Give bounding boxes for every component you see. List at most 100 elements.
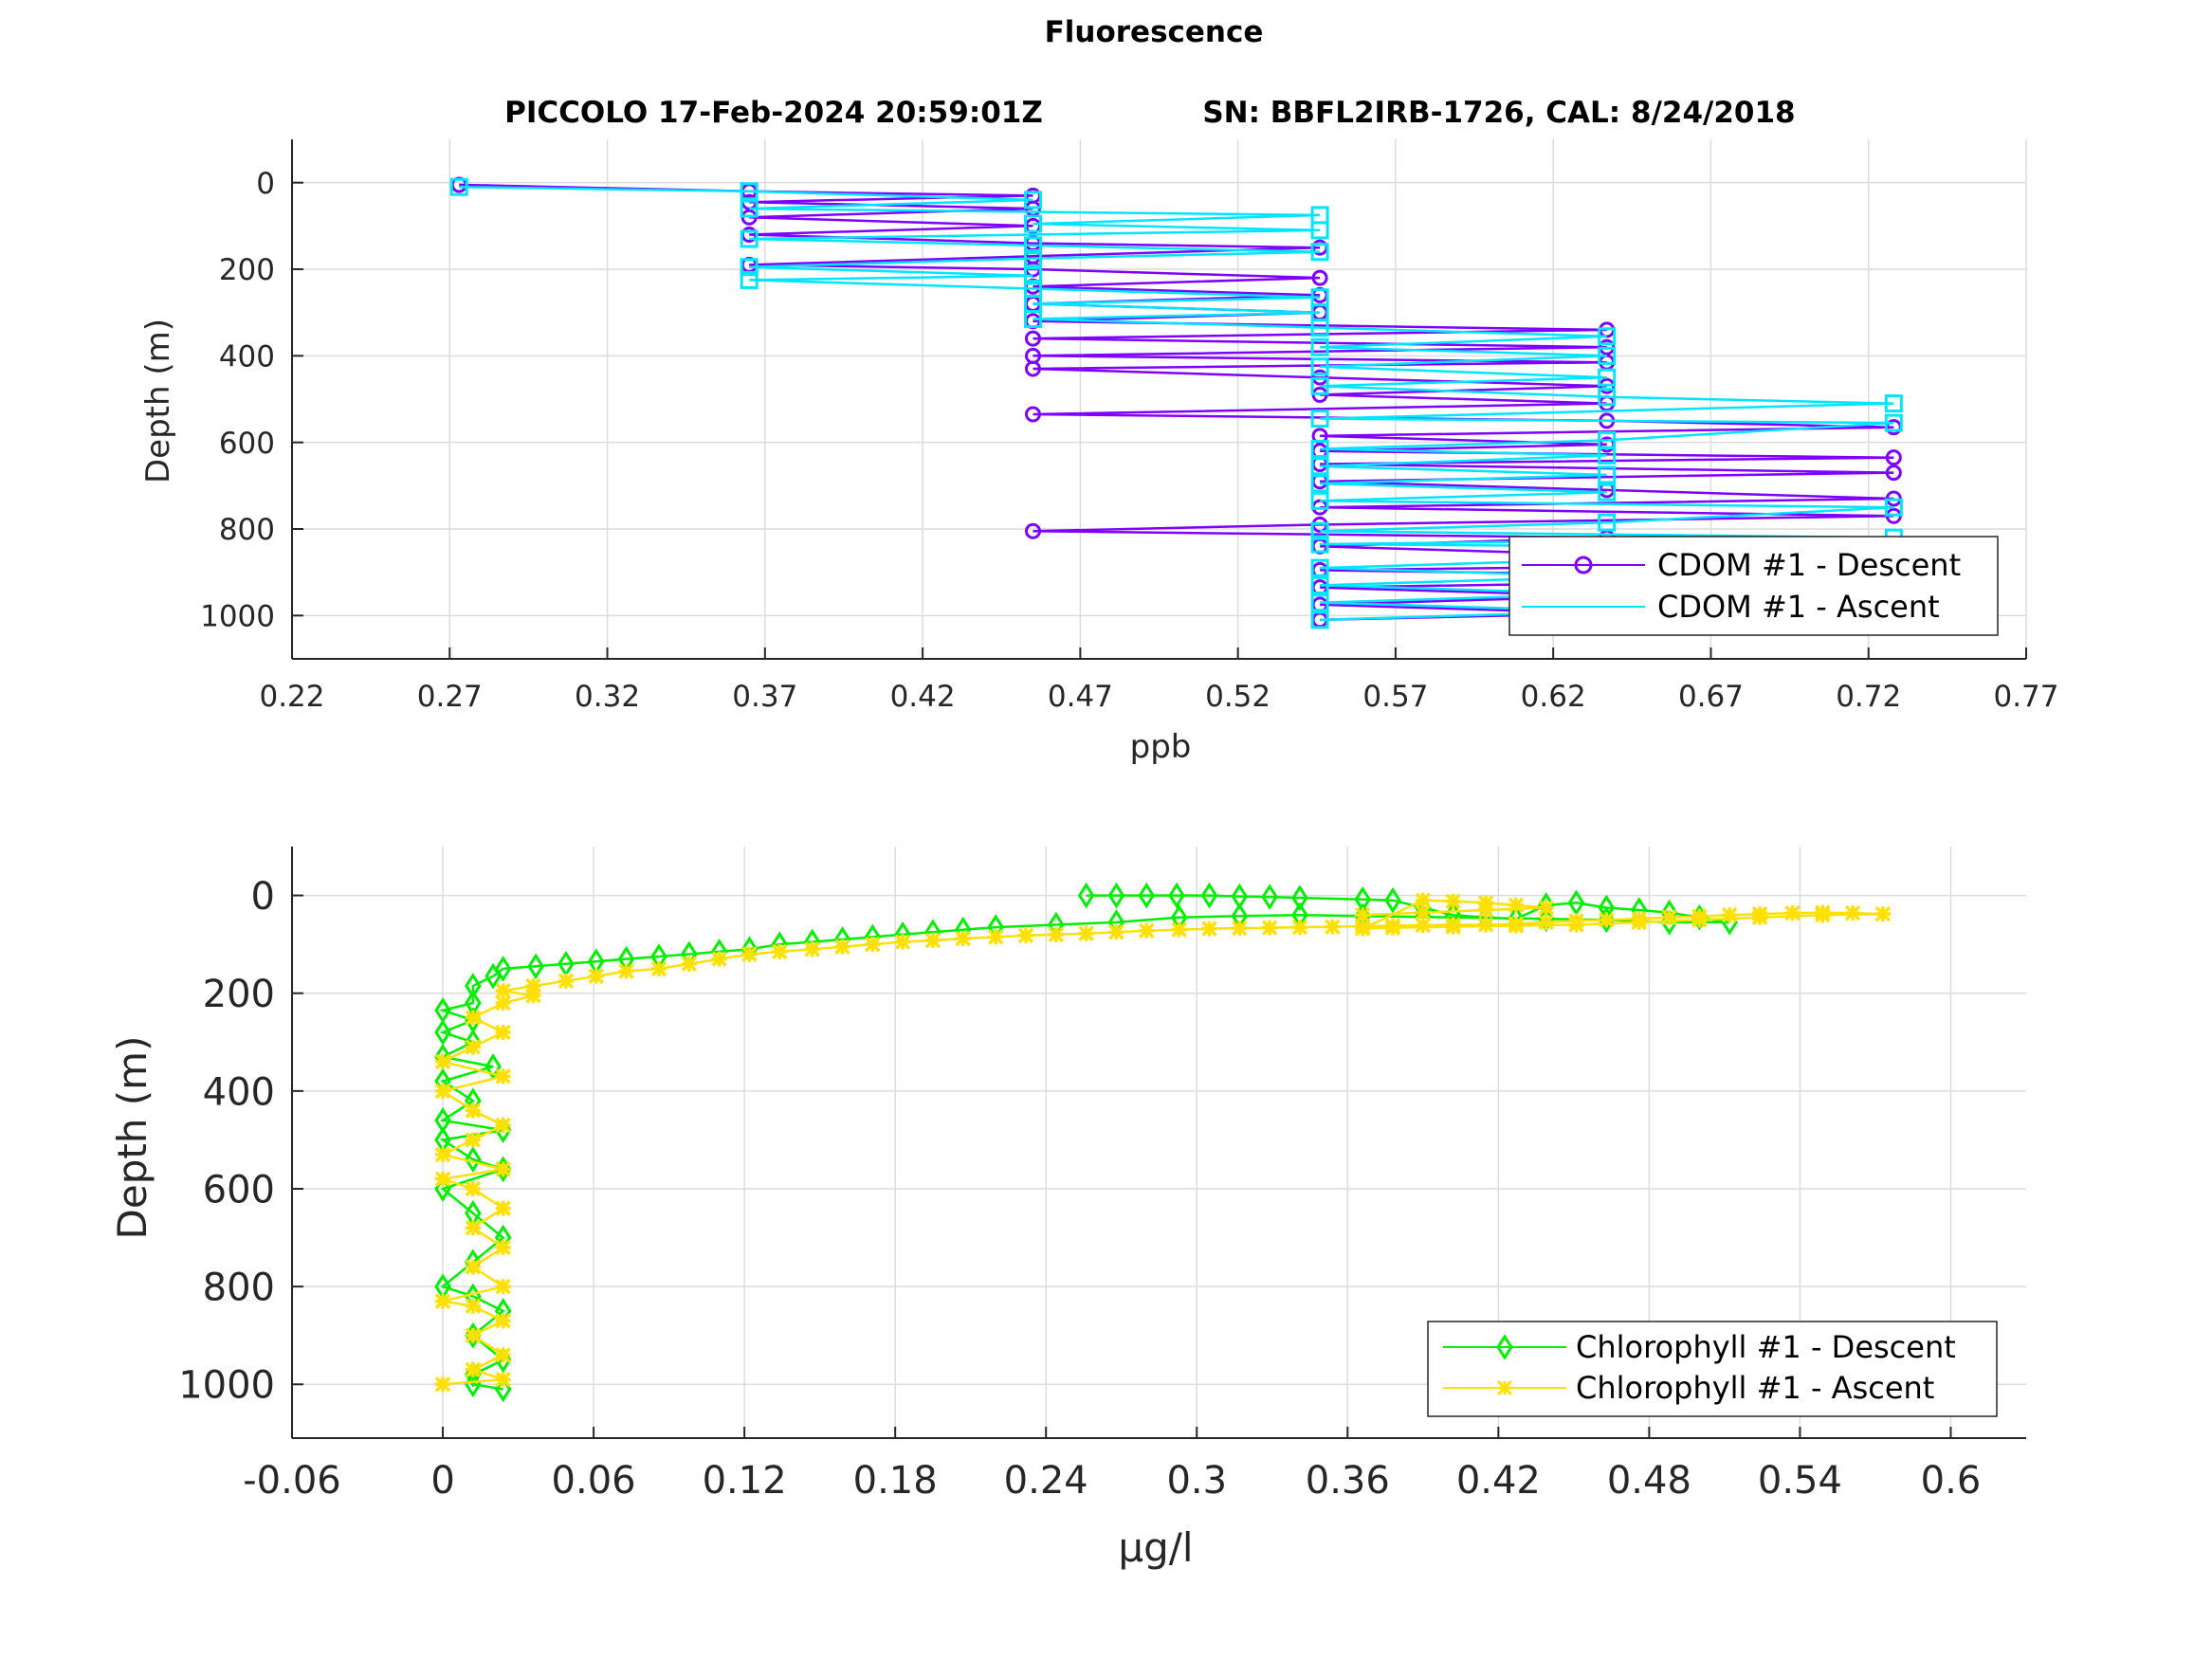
cdom-1-ascent-point	[1598, 483, 1617, 501]
cdom-1-ascent-point	[1310, 457, 1329, 476]
chlorophyll-1-ascent-point	[558, 973, 575, 990]
chlorophyll-1-descent-point	[1291, 884, 1308, 911]
chlorophyll-x-tick-label: 0.12	[703, 1459, 787, 1503]
chlorophyll-1-ascent-point	[1291, 919, 1308, 936]
chlorophyll-1-descent-point	[434, 1019, 451, 1046]
chlorophyll-1-ascent-point	[495, 1117, 511, 1134]
chlorophyll-1-ascent-point	[465, 1180, 482, 1197]
chlorophyll-1-ascent-point	[1691, 912, 1708, 928]
cdom-1-ascent-point	[1310, 491, 1329, 510]
chlorophyll-1-ascent-point	[1017, 927, 1034, 944]
chlorophyll-1-ascent-point	[834, 939, 850, 955]
chlorophyll-1-descent-point	[1567, 889, 1585, 917]
cdom-1-ascent-point	[1598, 388, 1617, 407]
chlorophyll-1-ascent-point	[465, 1361, 482, 1378]
chlorophyll-1-ascent-point	[865, 936, 881, 953]
chlorophyll-1-ascent-point	[894, 934, 911, 950]
chlorophyll-1-ascent-point	[1354, 921, 1371, 937]
chlorophyll-x-tick-label: 0.54	[1758, 1459, 1842, 1503]
chlorophyll-y-tick-label: 400	[203, 1070, 275, 1114]
chlorophyll-1-descent-point	[494, 956, 512, 982]
chlorophyll-1-ascent-point	[650, 960, 667, 977]
chlorophyll-1-ascent-point	[1232, 920, 1248, 937]
cdom-1-ascent-point	[1598, 513, 1617, 532]
chlorophyll-1-ascent-point	[1844, 904, 1861, 921]
cdom-1-descent-point	[1885, 465, 1902, 482]
chlorophyll-1-ascent-point	[588, 968, 604, 984]
cdom-1-ascent-point	[740, 199, 759, 218]
cdom-x-tick-label: 0.77	[1993, 680, 2058, 714]
chlorophyll-legend-descent-label: Chlorophyll #1 - Descent	[1576, 1329, 1956, 1365]
chlorophyll-1-ascent-point	[1784, 904, 1801, 921]
figure-title: Fluorescence	[1045, 15, 1264, 49]
cdom-x-tick-label: 0.27	[417, 680, 483, 714]
chlorophyll-1-ascent-point	[681, 956, 698, 973]
chlorophyll-1-ascent-point	[1108, 924, 1124, 940]
chlorophyll-x-tick-label: 0.3	[1166, 1459, 1227, 1503]
cdom-1-ascent-point	[1023, 280, 1042, 299]
cdom-y-tick-label: 1000	[200, 599, 275, 633]
chlorophyll-1-ascent-point	[1048, 926, 1065, 943]
cdom-1-ascent-point	[740, 182, 759, 201]
cdom-y-tick-label: 0	[256, 167, 275, 201]
cdom-1-ascent-point	[1310, 611, 1329, 629]
cdom-1-ascent-point	[1598, 368, 1617, 387]
chlorophyll-1-ascent-point	[1874, 905, 1892, 922]
chlorophyll-1-ascent-point	[434, 1146, 451, 1163]
chlorophyll-1-ascent-point	[987, 929, 1004, 945]
chlorophyll-x-tick-label: 0.36	[1306, 1459, 1390, 1503]
chlorophyll-1-ascent-point	[955, 930, 971, 947]
chlorophyll-x-tick-label: 0.6	[1921, 1459, 1982, 1503]
chlorophyll-1-ascent-point	[1508, 897, 1525, 914]
chlorophyll-1-ascent-point	[495, 1024, 511, 1041]
chlorophyll-1-descent-point	[1384, 886, 1401, 914]
chlorophyll-x-tick-label: 0.18	[853, 1459, 938, 1503]
cdom-x-tick-label: 0.57	[1362, 680, 1428, 714]
cdom-x-tick-label: 0.72	[1836, 680, 1901, 714]
cdom-1-ascent-point	[1310, 440, 1329, 459]
chlorophyll-legend-box	[1427, 1321, 1998, 1417]
cdom-1-ascent-point	[1310, 243, 1329, 262]
chlorophyll-1-ascent-point	[1261, 920, 1278, 936]
chlorophyll-1-ascent-point	[495, 1312, 511, 1329]
chlorophyll-1-ascent-point	[495, 1371, 511, 1388]
chlorophyll-x-tick-label: -0.06	[243, 1459, 341, 1503]
chlorophyll-1-descent-point	[465, 973, 482, 999]
chlorophyll-1-descent-point	[527, 953, 544, 980]
chlorophyll-1-ascent-point	[1415, 892, 1432, 908]
chlorophyll-1-ascent-point	[1384, 920, 1401, 936]
chlorophyll-1-ascent-point	[1631, 914, 1648, 931]
cdom-1-ascent-point	[1598, 327, 1617, 346]
chlorophyll-1-descent-point	[1261, 884, 1278, 910]
figure-subtitle-left: PICCOLO 17-Feb-2024 20:59:01Z	[504, 96, 1043, 130]
cdom-y-tick-label: 200	[219, 253, 275, 287]
chlorophyll-y-tick-label: 200	[203, 973, 275, 1016]
chlorophyll-1-ascent-point	[495, 1161, 511, 1177]
chlorophyll-1-ascent-point	[1751, 909, 1768, 926]
chlorophyll-1-ascent-point	[1721, 906, 1738, 923]
cdom-x-tick-label: 0.67	[1678, 680, 1744, 714]
cdom-1-ascent-point	[1023, 249, 1042, 268]
chlorophyll-1-ascent-point	[495, 982, 511, 999]
chlorophyll-1-descent-point	[1077, 882, 1095, 909]
cdom-plot-area	[449, 176, 1903, 629]
cdom-legend-descent-marker	[1574, 556, 1593, 574]
chlorophyll-1-ascent-point	[525, 988, 541, 1004]
chlorophyll-1-ascent-point	[495, 1347, 511, 1363]
cdom-x-ticks: 0.22 0.27 0.32 0.37 0.42 0.47 0.52 0.57 0.62 0.67…	[259, 647, 2059, 714]
chlorophyll-legend-descent-marker	[1496, 1334, 1513, 1360]
chlorophyll-1-ascent-point	[1445, 919, 1461, 935]
chlorophyll-1-ascent-point	[1538, 914, 1554, 931]
chlorophyll-x-tick-label: 0.42	[1456, 1459, 1541, 1503]
cdom-1-descent-point	[1885, 449, 1902, 466]
cdom-1-ascent-point	[1884, 413, 1903, 432]
cdom-legend-box	[1508, 536, 1999, 636]
chlorophyll-1-ascent-point	[1599, 912, 1615, 928]
chlorophyll-1-ascent-point	[1201, 921, 1217, 937]
chlorophyll-legend-ascent-label: Chlorophyll #1 - Ascent	[1576, 1370, 1934, 1406]
cdom-1-descent-point	[1311, 269, 1328, 286]
cdom-legend: CDOM #1 - Descent CDOM #1 - Ascent	[1508, 536, 1999, 636]
cdom-1-ascent-point	[1023, 191, 1042, 210]
chlorophyll-1-ascent-point	[465, 1327, 482, 1343]
chlorophyll-1-ascent-point	[465, 1259, 482, 1275]
